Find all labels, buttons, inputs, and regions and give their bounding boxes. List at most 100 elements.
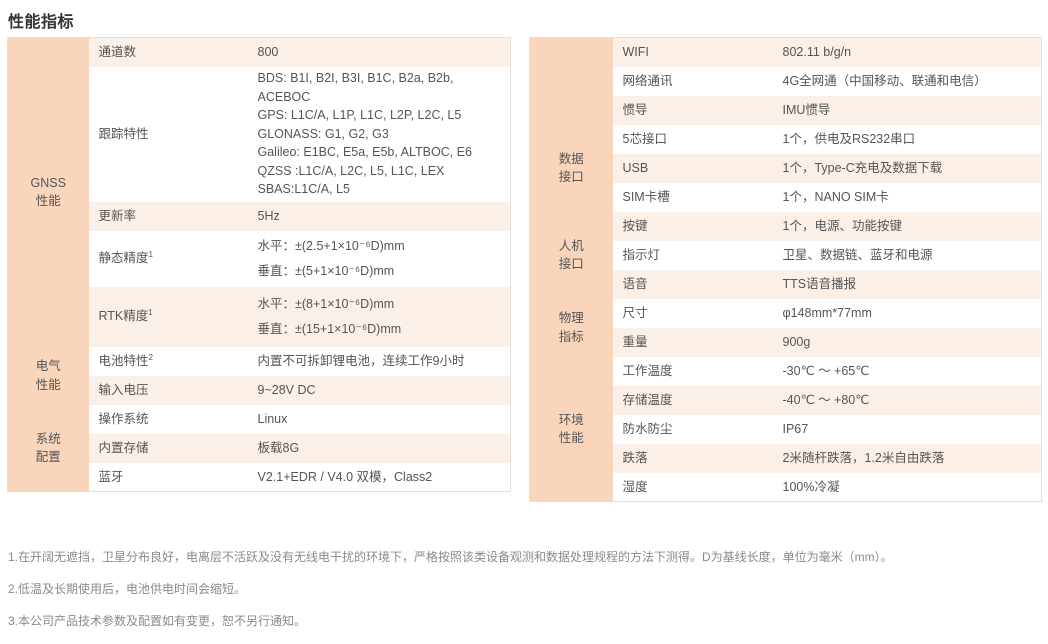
table-row: 惯导 IMU惯导 <box>530 95 1042 125</box>
spec-key-cell: 静态精度1 <box>88 230 248 287</box>
spec-key-cell: 尺寸 <box>612 298 773 328</box>
spec-key-cell: 内置存储 <box>88 433 248 463</box>
spec-key-cell: 操作系统 <box>88 404 248 434</box>
spec-value-multiline: BDS: B1I, B2I, B3I, B1C, B2a, B2b, ACEBO… <box>257 71 472 197</box>
spec-key-cell: 湿度 <box>612 472 773 502</box>
spec-value-cell: -30℃ ～ +65℃ <box>772 356 1042 386</box>
spec-key-cell: 蓝牙 <box>88 462 248 492</box>
spec-value-cell: 内置不可拆卸锂电池，连续工作9小时 <box>247 346 511 376</box>
spec-key-cell: 更新率 <box>88 201 248 231</box>
spec-key-cell: 通道数 <box>88 37 248 67</box>
table-row: 蓝牙 V2.1+EDR / V4.0 双模，Class2 <box>8 462 511 492</box>
spec-value-line: 垂直：±(15+1×10⁻⁶D)mm <box>257 322 402 336</box>
spec-key-cell: 跟踪特性 <box>88 66 248 202</box>
spec-value-cell: V2.1+EDR / V4.0 双模，Class2 <box>247 462 511 492</box>
table-row: 重量 900g <box>530 327 1042 357</box>
row-group-label <box>529 37 613 125</box>
row-group-label-line: 人机 <box>558 238 584 253</box>
spec-value-cell: 卫星、数据链、蓝牙和电源 <box>772 240 1042 270</box>
row-group-label-line: 数据 <box>558 151 584 166</box>
spec-key-cell: 电池特性2 <box>88 346 248 376</box>
row-group-label-line: 物理 <box>558 311 584 326</box>
table-row: 内置存储 板载8G <box>8 433 511 463</box>
spec-value-cell: 802.11 b/g/n <box>772 37 1042 67</box>
spec-value-cell: 水平：±(2.5+1×10⁻⁶D)mm 垂直：±(5+1×10⁻⁶D)mm <box>247 230 511 287</box>
left-spec-table: GNSS 性能 通道数 800 跟踪特性 BDS: B1I, B2I, B3I, B1C,… <box>7 37 511 492</box>
spec-value-cell: -40℃ ～ +80℃ <box>772 385 1042 415</box>
spec-value-cell: 5Hz <box>247 201 511 231</box>
spec-value-cell: 1个，供电及RS232串口 <box>772 124 1042 154</box>
footnote-line: 3.本公司产品技术参数及配置如有变更，恕不另行通知。 <box>8 614 307 628</box>
table-row: 网络通讯 4G全网通（中国移动、联通和电信） <box>530 66 1042 96</box>
row-group-label-line: GNSS <box>30 176 66 191</box>
spec-key-cell: 跌落 <box>612 443 773 473</box>
spec-value-cell: 4G全网通（中国移动、联通和电信） <box>772 66 1042 96</box>
spec-key-cell: WIFI <box>612 37 773 67</box>
footnote-line: 1.在开阔无遮挡，卫星分布良好，电离层不活跃及没有无线电干扰的环境下，严格按照该… <box>8 550 893 564</box>
footnote-marker: 2 <box>148 352 153 362</box>
table-row: 湿度 100%冷凝 <box>530 472 1042 502</box>
spec-value-cell: BDS: B1I, B2I, B3I, B1C, B2a, B2b, ACEBO… <box>247 66 511 202</box>
spec-value-cell: 800 <box>247 37 511 67</box>
spec-key-cell: 存储温度 <box>612 385 773 415</box>
spec-key-cell: 指示灯 <box>612 240 773 270</box>
spec-value-cell: 100%冷凝 <box>772 472 1042 502</box>
row-group-label-line: 接口 <box>558 170 584 184</box>
table-row: 跟踪特性 BDS: B1I, B2I, B3I, B1C, B2a, B2b, A… <box>8 66 511 202</box>
row-group-label-line: 环境 <box>558 412 584 427</box>
spec-value-cell: 900g <box>772 327 1042 357</box>
spec-value-cell: 水平：±(8+1×10⁻⁶D)mm 垂直：±(15+1×10⁻⁶D)mm <box>247 286 511 347</box>
spec-value-line: 垂直：±(5+1×10⁻⁶D)mm <box>257 264 395 278</box>
table-row: 环境 性能 工作温度 -30℃ ～ +65℃ <box>529 356 1042 502</box>
row-group-label-line: 接口 <box>558 257 584 271</box>
row-group-label-line: 指标 <box>558 329 584 344</box>
spec-value-cell: 1个，电源、功能按键 <box>772 211 1042 241</box>
table-row: 物理 指标 尺寸 φ148mm*77mm <box>529 298 1042 357</box>
spec-value-cell: TTS语音播报 <box>772 269 1042 299</box>
spec-key-cell: 网络通讯 <box>612 66 773 96</box>
spec-key-cell: SIM卡槽 <box>612 182 773 212</box>
row-group-label-line: 性能 <box>35 377 61 392</box>
spec-value-cell: 9~28V DC <box>247 375 511 405</box>
spec-value-line: 水平：±(8+1×10⁻⁶D)mm <box>257 296 395 311</box>
row-group-label: 环境 性能 <box>529 356 613 502</box>
table-row: 更新率 5Hz <box>8 201 511 231</box>
row-group-label: GNSS 性能 <box>7 37 89 347</box>
spec-key-cell: 按键 <box>612 211 773 241</box>
table-row: WIFI 802.11 b/g/n <box>529 37 1042 125</box>
spec-value-cell: 1个，Type-C充电及数据下载 <box>772 153 1042 183</box>
table-row: 存储温度 -40℃ ～ +80℃ <box>530 385 1042 415</box>
table-row: SIM卡槽 1个，NANO SIM卡 <box>530 182 1042 212</box>
row-group-label: 物理 指标 <box>529 298 613 357</box>
right-spec-table-body: WIFI 802.11 b/g/n 网络通讯 4G全网通（中国移动、联通和电信） 惯导 I… <box>529 37 1042 502</box>
table-row: 人机 接口 按键 1个，电源、功能按键 <box>529 211 1042 299</box>
footnote-marker: 1 <box>148 308 153 318</box>
spec-key-cell: 5芯接口 <box>612 124 773 154</box>
spec-value-cell: φ148mm*77mm <box>772 298 1042 328</box>
spec-key-cell: 重量 <box>612 327 773 357</box>
table-row: 系统 配置 操作系统 Linux <box>7 404 511 492</box>
table-row: 跌落 2米随杆跌落，1.2米自由跌落 <box>530 443 1042 473</box>
table-row: 数据 接口 5芯接口 1个，供电及RS232串口 <box>529 124 1042 212</box>
table-row: 输入电压 9~28V DC <box>8 375 511 405</box>
row-group-label: 系统 配置 <box>7 404 89 492</box>
footnotes-block: 1.在开阔无遮挡，卫星分布良好，电离层不活跃及没有无线电干扰的环境下，严格按照该… <box>8 548 1040 644</box>
spec-value-cell: Linux <box>247 404 511 434</box>
row-group-label-line: 性能 <box>35 194 61 209</box>
table-row: 静态精度1 水平：±(2.5+1×10⁻⁶D)mm 垂直：±(5+1×10⁻⁶D)m… <box>8 230 511 287</box>
table-row: 语音 TTS语音播报 <box>530 269 1042 299</box>
spec-value-line: 水平：±(2.5+1×10⁻⁶D)mm <box>257 238 405 253</box>
table-row: 电气性能 电池特性2 内置不可拆卸锂电池，连续工作9小时 <box>7 346 511 405</box>
spec-key-cell: 惯导 <box>612 95 773 125</box>
row-group-label-line: 电气 <box>35 359 61 374</box>
spec-value-cell: IMU惯导 <box>772 95 1042 125</box>
row-group-label: 人机 接口 <box>529 211 613 299</box>
table-row: USB 1个，Type-C充电及数据下载 <box>530 153 1042 183</box>
page-title: 性能指标 <box>8 14 75 31</box>
spec-key-cell: 输入电压 <box>88 375 248 405</box>
spec-value-cell: 2米随杆跌落，1.2米自由跌落 <box>772 443 1042 473</box>
spec-key-cell: RTK精度1 <box>88 286 248 347</box>
footnote-line: 2.低温及长期使用后，电池供电时间会缩短。 <box>8 582 247 596</box>
row-group-label: 数据 接口 <box>529 124 613 212</box>
spec-key-cell: 工作温度 <box>612 356 773 386</box>
